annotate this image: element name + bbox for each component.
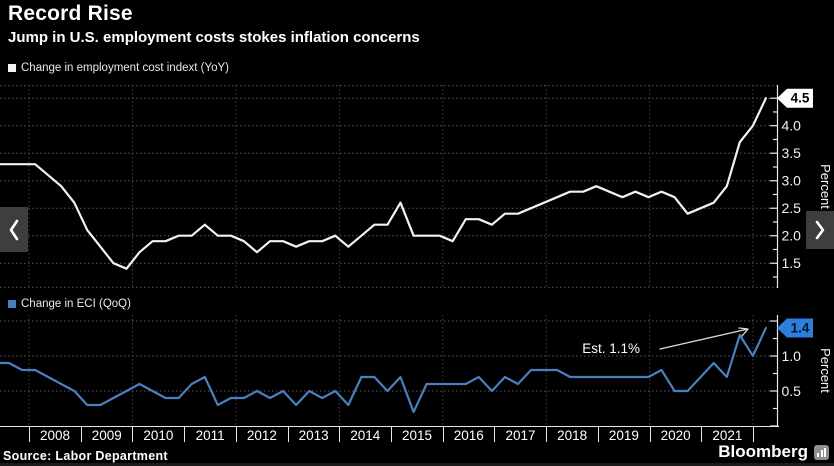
bottom-edge-strip xyxy=(0,463,834,466)
y-axis-unit-label: Percent xyxy=(818,164,833,209)
bloomberg-brand: Bloomberg xyxy=(718,442,829,462)
estimate-annotation: Est. 1.1% xyxy=(582,341,640,356)
y-tick-label: 1.5 xyxy=(782,255,802,271)
year-label: 2021 xyxy=(712,428,743,443)
y-axis-unit-label: Percent xyxy=(818,348,833,393)
year-label: 2009 xyxy=(91,428,122,443)
y-tick-label: 2.0 xyxy=(782,228,802,244)
year-tick xyxy=(184,427,186,442)
eci_yoy-line xyxy=(0,97,768,270)
year-tick xyxy=(546,427,548,442)
eci_qoq-line xyxy=(0,326,768,414)
legend-swatch-qoq-icon xyxy=(8,300,16,308)
year-label: 2013 xyxy=(298,428,329,443)
y-tick-label: 3.5 xyxy=(782,145,802,161)
legend-qoq-label: Change in ECI (QoQ) xyxy=(21,298,131,310)
year-tick xyxy=(235,427,237,442)
year-label: 2008 xyxy=(39,428,71,443)
year-label: 2016 xyxy=(453,428,484,443)
last-value-badge xyxy=(777,318,813,338)
year-label: 2015 xyxy=(402,428,433,443)
last-value-badge xyxy=(777,88,813,108)
year-tick xyxy=(132,427,134,442)
yoy-chart: 1.5 2.0 2.5 3.0 3.5 4.0 Percent 4.5 xyxy=(0,85,833,288)
y-tick-label: 1.0 xyxy=(782,348,802,364)
bloomberg-wordmark: Bloomberg xyxy=(718,442,808,461)
y-tick-label: 2.5 xyxy=(782,200,802,216)
year-label: 2020 xyxy=(660,428,691,443)
year-tick xyxy=(391,427,393,442)
carousel-prev-button[interactable] xyxy=(0,207,28,252)
year-tick xyxy=(339,427,341,442)
year-tick xyxy=(753,427,755,442)
chevron-right-icon xyxy=(815,220,825,240)
last-value-badge-text: 4.5 xyxy=(791,91,810,106)
year-label: 2010 xyxy=(143,428,174,443)
carousel-next-button[interactable] xyxy=(806,211,834,249)
chevron-left-icon xyxy=(9,219,19,240)
y-tick-label: 4.0 xyxy=(782,118,802,134)
year-tick xyxy=(29,427,30,442)
x-axis-years: 2008 2009 2010 2011 2012 2013 2014 2015 2016 2017… xyxy=(0,426,779,447)
legend-qoq: Change in ECI (QoQ) xyxy=(8,298,131,310)
year-label: 2012 xyxy=(246,428,277,443)
y-tick-label: 3.0 xyxy=(782,173,802,189)
year-tick xyxy=(494,427,496,442)
year-label: 2011 xyxy=(195,428,225,443)
legend-swatch-yoy-icon xyxy=(8,64,16,72)
annotation-arrow-icon xyxy=(659,327,749,350)
year-label: 2019 xyxy=(608,428,639,443)
year-label: 2018 xyxy=(557,428,588,443)
year-tick xyxy=(442,427,444,442)
year-tick xyxy=(597,427,599,442)
page-title: Record Rise xyxy=(8,2,133,25)
year-tick xyxy=(80,427,82,442)
last-value-badge-text: 1.4 xyxy=(791,321,810,336)
y-tick-label: 0.5 xyxy=(782,383,802,399)
source-attribution: Source: Labor Department xyxy=(3,449,168,463)
page-subtitle: Jump in U.S. employment costs stokes inf… xyxy=(8,29,420,46)
year-tick xyxy=(701,427,703,442)
bloomberg-logo-icon xyxy=(814,444,829,460)
year-label: 2014 xyxy=(350,428,381,443)
legend-yoy: Change in employment cost indext (YoY) xyxy=(8,62,229,74)
year-tick xyxy=(287,427,289,442)
legend-yoy-label: Change in employment cost indext (YoY) xyxy=(21,62,229,74)
year-label: 2017 xyxy=(505,428,536,443)
year-tick xyxy=(649,427,651,442)
qoq-chart: 0.5 1.0 Percent Est. 1.1% 1.4 xyxy=(0,315,833,426)
